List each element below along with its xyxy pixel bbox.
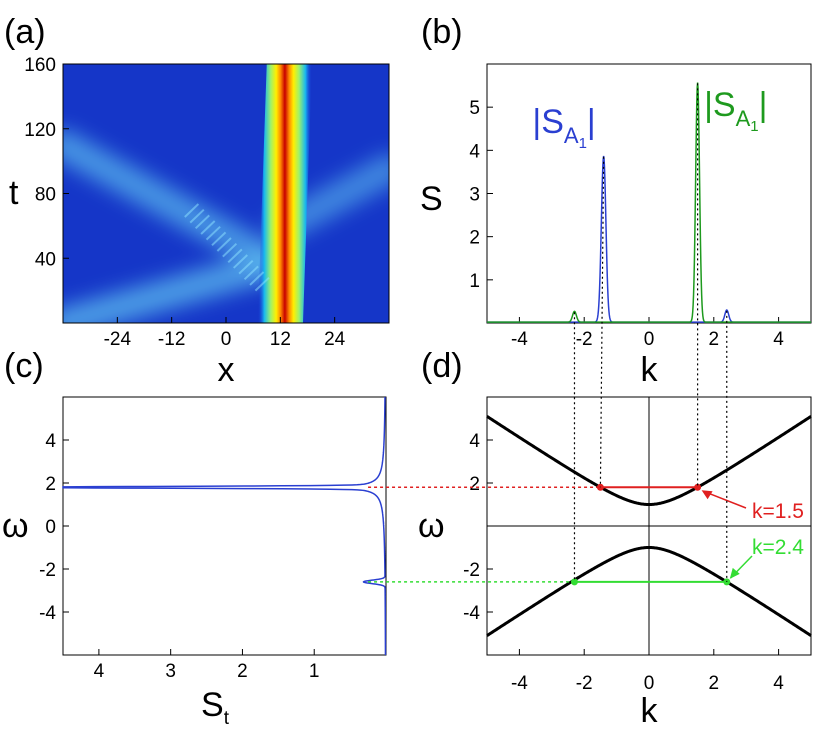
panel-a-xlabel: x — [218, 351, 235, 389]
panel-b-series-1 — [487, 82, 811, 323]
annotation-sub: A — [736, 106, 751, 131]
annotation-sub: A — [564, 123, 579, 148]
panel-a-xtick-label: 24 — [324, 329, 346, 350]
interference-fringe-2 — [243, 265, 259, 281]
panel-d-xtick-label: 4 — [773, 673, 784, 694]
annotation-main: |S — [704, 86, 736, 124]
panel-d-xtick-label: 0 — [644, 673, 655, 694]
interference-fringe-5 — [227, 248, 243, 264]
interference-fringe-10 — [200, 220, 216, 235]
radiation-ray-0 — [63, 129, 282, 274]
panel-a-ylabel: t — [9, 174, 19, 212]
panel-a-ytick-label: 160 — [24, 55, 56, 76]
dotted-connector-1 — [599, 156, 605, 488]
panel-d-annotation-k15: k=1.5 — [752, 500, 804, 523]
panel-d-xtick-label: -4 — [511, 673, 528, 694]
panel-b-xtick-label: 4 — [773, 329, 784, 350]
soliton-beam — [257, 64, 313, 323]
panel-d-ytick-label: -4 — [463, 603, 480, 624]
panel-b-xtick-label: 0 — [644, 329, 655, 350]
panel-c-ylabel: ω — [2, 507, 29, 545]
panel-c-xlabel: St — [201, 686, 230, 729]
panel-c-ytick-label: 2 — [45, 474, 56, 495]
panel-c-xtick-label: 3 — [165, 661, 176, 682]
panel-d-ylabel: ω — [418, 507, 445, 545]
panel-d-xlabel: k — [641, 692, 659, 730]
panel-d-band-0 — [486, 415, 812, 507]
panel-c-ytick-label: -4 — [39, 603, 56, 624]
interference-fringe-1 — [249, 271, 265, 286]
panel-b-xtick-label: -4 — [511, 329, 528, 350]
panel-c-xtick-label: 1 — [309, 661, 320, 682]
interference-fringe-7 — [216, 237, 232, 252]
annotation-subsub: 1 — [579, 135, 587, 152]
interference-fringe-6 — [222, 242, 238, 258]
panel-c-label: (c) — [4, 347, 44, 385]
panel-b-ytick-label: 2 — [469, 228, 480, 249]
panel-a-ytick-label: 40 — [35, 249, 56, 270]
panel-d-marker-dot-0-1 — [694, 483, 702, 491]
panel-a-ytick-label: 120 — [24, 120, 56, 141]
panel-b-ytick-label: 5 — [469, 98, 480, 119]
interference-fringe-4 — [233, 254, 248, 269]
panel-c-xtick-label: 4 — [94, 661, 105, 682]
panel-b-ytick-label: 4 — [469, 141, 480, 162]
panel-d-xtick-label: 2 — [709, 673, 720, 694]
panel-a-ytick-label: 80 — [35, 185, 56, 206]
annotation-tail: | — [759, 86, 768, 124]
annotation-tail: | — [587, 103, 596, 141]
interference-fringe-3 — [238, 259, 254, 275]
panel-b-label: (b) — [421, 13, 463, 51]
interference-fringe-11 — [194, 214, 210, 230]
radiation-ray-2 — [63, 251, 282, 323]
panel-c-ytick-label: -2 — [39, 560, 56, 581]
panel-c-series-0 — [62, 396, 387, 655]
panel-c-ytick-label: 4 — [45, 431, 56, 452]
panel-a-heatmap: -24 -12 0 12 24 40 80 120 160 — [24, 55, 390, 350]
panel-d-arrowhead-k15 — [701, 490, 713, 500]
panel-b-ytick-label: 3 — [469, 185, 480, 206]
panel-d-xtick-label: -2 — [576, 673, 593, 694]
panel-b-annotation-0: |SA1| — [532, 103, 595, 152]
panel-d-arrowhead-k24 — [729, 567, 740, 579]
panel-d-ytick-label: -2 — [463, 560, 480, 581]
panel-d-ytick-label: 4 — [469, 431, 480, 452]
panel-c-frequency-spectrum: 4 3 2 1 -4 -2 0 2 4 — [39, 396, 387, 682]
interference-fringe-9 — [205, 225, 221, 241]
panel-c-xtick-label: 2 — [237, 661, 248, 682]
panel-d-ytick-label: 2 — [469, 474, 480, 495]
panel-d-label: (d) — [421, 347, 463, 385]
panel-c-ytick-label: 0 — [45, 517, 56, 538]
panel-a-xtick-label: -24 — [104, 329, 132, 350]
panel-d-dispersion: -4 -2 0 2 4 -4 -2 2 4 k=1.5 k=2.4 — [463, 396, 812, 694]
panel-b-ylabel: S — [420, 180, 443, 218]
panel-b-xlabel: k — [641, 351, 659, 389]
panel-a-xtick-label: -12 — [158, 329, 185, 350]
interference-fringe-12 — [189, 208, 205, 224]
panel-c-frame — [62, 396, 387, 656]
panel-a-xtick-label: 12 — [270, 329, 291, 350]
panel-d-band-1 — [486, 545, 812, 637]
panel-d-annotation-k24: k=2.4 — [752, 536, 804, 559]
annotation-subsub: 1 — [750, 118, 758, 135]
panel-b-ytick-label: 1 — [469, 271, 480, 292]
panel-b-series-0 — [487, 155, 811, 323]
annotation-main: |S — [532, 103, 564, 141]
interference-fringe-0 — [254, 276, 270, 292]
interference-fringe-8 — [211, 231, 227, 247]
panel-b-xtick-label: -2 — [576, 329, 593, 350]
interference-fringe-13 — [184, 203, 200, 218]
panel-b-annotation-1: |SA1| — [704, 86, 767, 135]
panel-a-label: (a) — [4, 13, 46, 51]
panel-a-xtick-label: 0 — [221, 329, 232, 350]
panel-b-xtick-label: 2 — [709, 329, 720, 350]
